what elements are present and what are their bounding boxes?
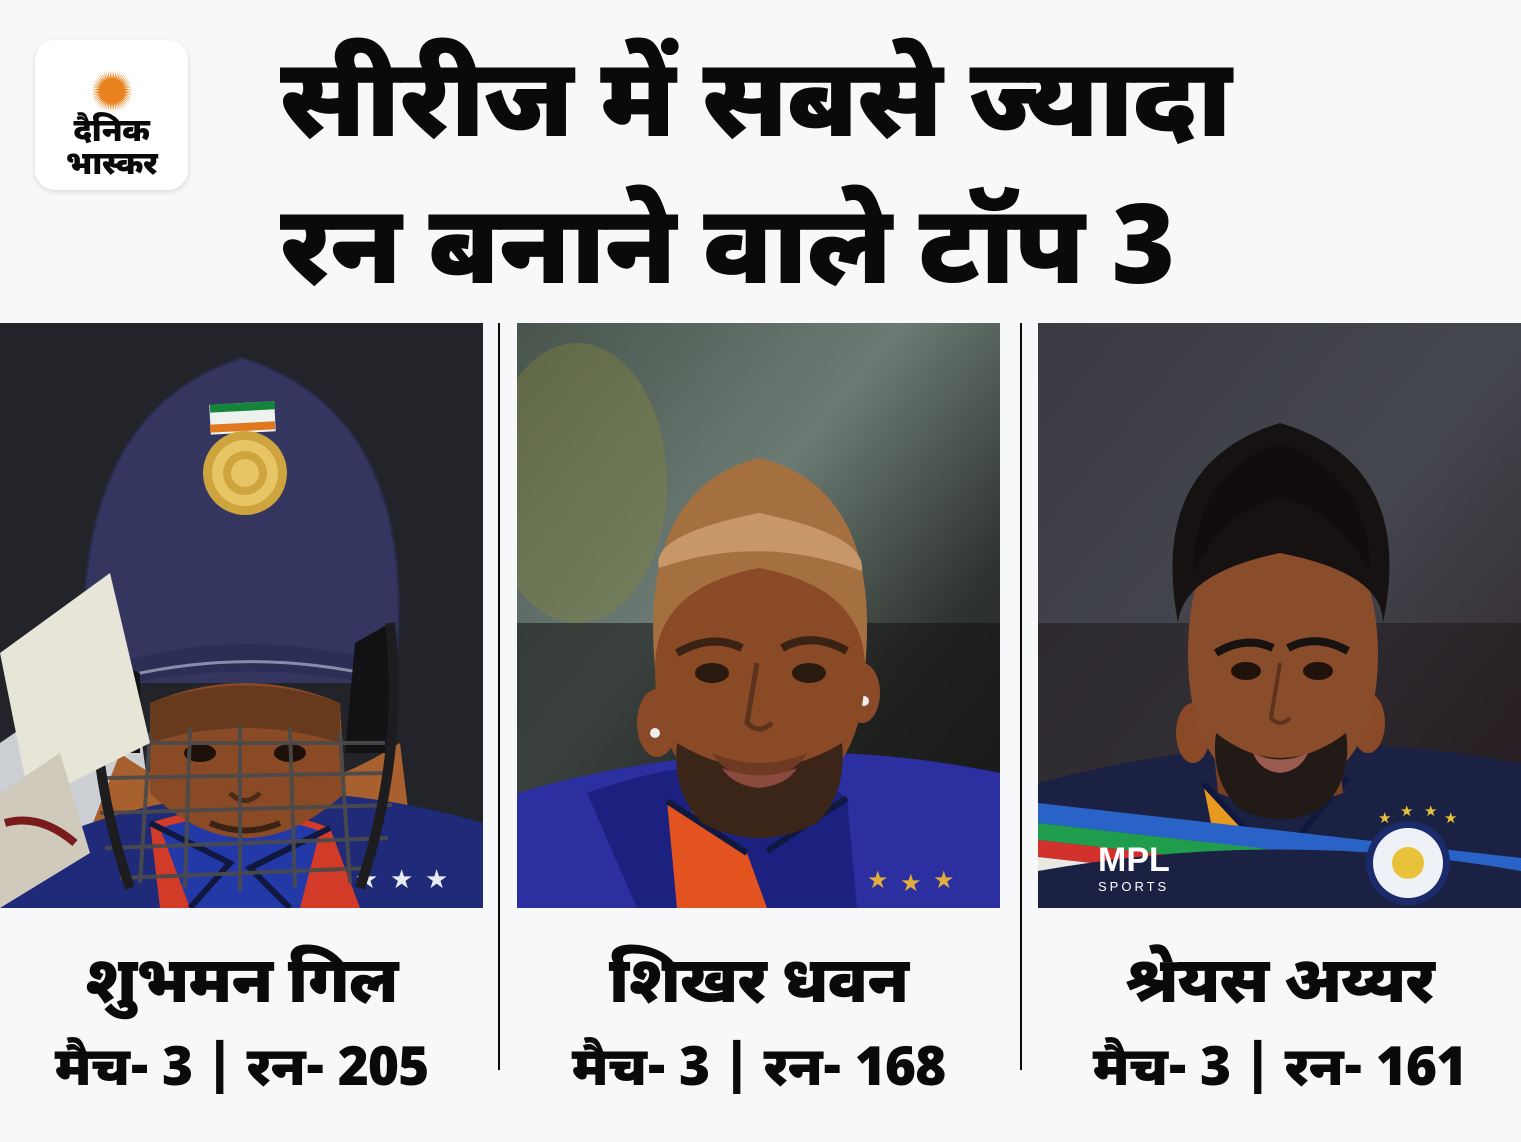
svg-text:★: ★ [425, 864, 448, 894]
svg-text:★: ★ [1424, 803, 1437, 820]
svg-text:★: ★ [1444, 810, 1457, 827]
svg-text:★: ★ [933, 867, 955, 894]
svg-text:SPORTS: SPORTS [1098, 879, 1169, 894]
svg-text:★: ★ [390, 864, 413, 894]
svg-text:★: ★ [867, 867, 889, 894]
svg-text:MPL: MPL [1098, 841, 1170, 879]
svg-text:★: ★ [900, 870, 922, 897]
svg-text:★: ★ [1400, 803, 1413, 820]
svg-text:★: ★ [1378, 810, 1391, 827]
